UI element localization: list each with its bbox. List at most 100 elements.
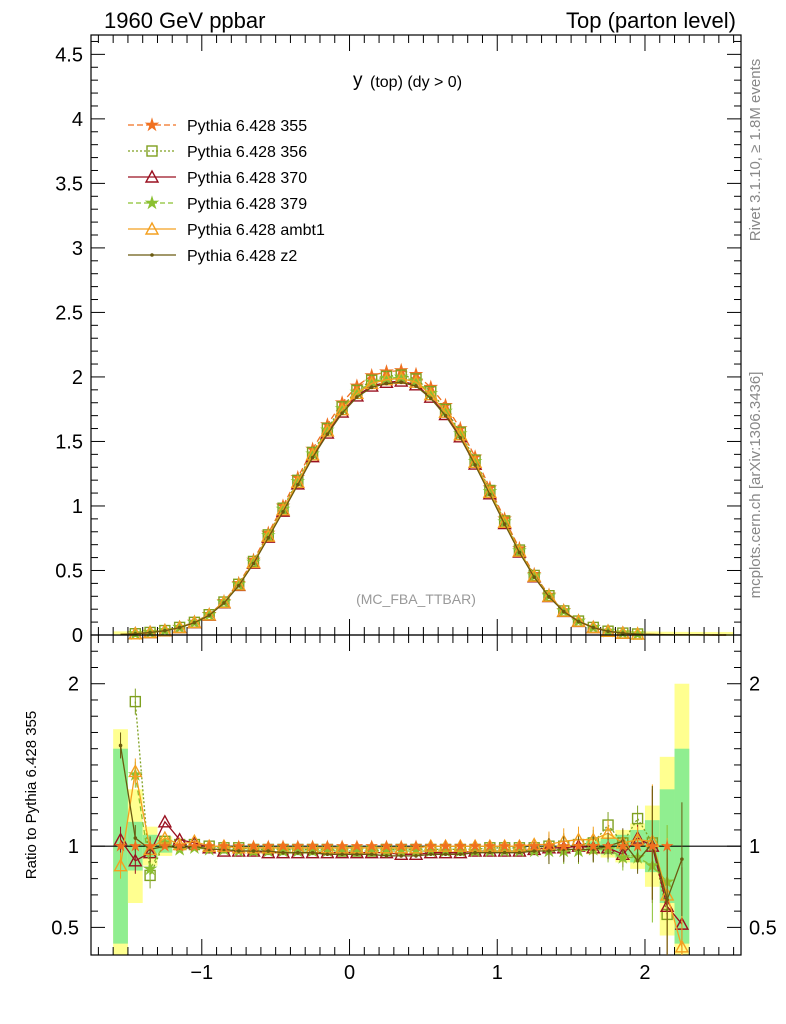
square-marker bbox=[146, 145, 158, 157]
star-marker bbox=[173, 839, 187, 852]
dot-marker bbox=[621, 631, 625, 635]
star-marker bbox=[142, 861, 158, 876]
header-right: Top (parton level) bbox=[566, 8, 736, 33]
star-marker bbox=[408, 373, 424, 388]
star-marker bbox=[660, 839, 674, 852]
star-marker bbox=[247, 839, 260, 852]
ratio-y-tick-label: 1 bbox=[68, 836, 79, 858]
dot-marker bbox=[591, 625, 596, 630]
dot-marker bbox=[369, 385, 374, 390]
dot-marker bbox=[561, 609, 566, 614]
star-marker bbox=[143, 839, 157, 852]
dot-marker bbox=[296, 482, 300, 487]
triangle-marker bbox=[231, 577, 246, 591]
dot-marker bbox=[355, 395, 359, 399]
y-tick-label: 1.5 bbox=[55, 431, 83, 453]
triangle-marker bbox=[556, 603, 571, 617]
star-marker bbox=[527, 839, 541, 852]
dot-marker bbox=[399, 854, 404, 858]
legend: Pythia 6.428 355 Pythia 6.428 356 Pythia 6… bbox=[128, 117, 325, 265]
triangle-marker bbox=[541, 588, 557, 602]
star-marker bbox=[335, 839, 349, 852]
dot-marker bbox=[443, 413, 448, 418]
star-marker bbox=[439, 839, 452, 852]
triangle-marker bbox=[408, 840, 424, 854]
star-marker bbox=[379, 370, 394, 385]
y-tick-label: 3 bbox=[72, 238, 83, 260]
triangle-marker bbox=[674, 939, 690, 953]
star-marker bbox=[616, 839, 630, 852]
triangle-marker bbox=[394, 840, 409, 854]
ratio-ylabel: Ratio to Pythia 6.428 355 bbox=[23, 711, 40, 879]
header-left: 1960 GeV ppbar bbox=[104, 8, 265, 33]
dot-marker bbox=[192, 620, 197, 625]
ratio-series-line bbox=[119, 745, 683, 902]
y-tick-label: 1 bbox=[72, 496, 83, 518]
mcplots-label: mcplots.cern.ch [arXiv:1306.3436] bbox=[747, 372, 764, 599]
dot-marker bbox=[547, 849, 551, 853]
main-series-line bbox=[120, 381, 727, 636]
x-tick-label: 2 bbox=[639, 962, 650, 984]
star-marker bbox=[424, 839, 438, 852]
dot-marker bbox=[458, 436, 463, 440]
star-marker bbox=[232, 839, 246, 852]
y-tick-label: 4.5 bbox=[55, 44, 83, 66]
ratio-series-line bbox=[134, 701, 668, 915]
triangle-marker bbox=[571, 613, 586, 627]
main-uncertainty-band bbox=[113, 631, 128, 636]
dot-marker bbox=[384, 854, 389, 858]
main-panel: 0 0.5 1 1.5 2 2.5 3 3.5 4 4.5 y (top) (dy > 0) (M… bbox=[55, 34, 742, 647]
dot-marker bbox=[369, 852, 374, 857]
dot-marker bbox=[517, 850, 522, 855]
dot-marker bbox=[236, 583, 241, 588]
watermark: (MC_FBA_TTBAR) bbox=[356, 591, 476, 607]
dot-marker bbox=[251, 849, 256, 853]
legend-label: Pythia 6.428 356 bbox=[187, 144, 307, 161]
star-marker bbox=[217, 839, 231, 852]
star-marker bbox=[483, 839, 497, 852]
dot-marker bbox=[296, 850, 300, 855]
dot-marker bbox=[325, 432, 330, 436]
triangle-marker bbox=[275, 502, 291, 516]
triangle-marker bbox=[128, 763, 143, 778]
legend-label: Pythia 6.428 379 bbox=[187, 196, 307, 213]
triangle-marker bbox=[379, 840, 394, 854]
star-marker bbox=[557, 839, 571, 852]
dot-marker bbox=[177, 625, 182, 630]
legend-label: Pythia 6.428 355 bbox=[187, 118, 307, 135]
main-uncertainty-band bbox=[704, 631, 719, 636]
dot-marker bbox=[517, 550, 522, 555]
x-tick-label: 0 bbox=[344, 962, 355, 984]
y-tick-label: 3.5 bbox=[55, 173, 83, 195]
ratio-y-tick-label: 0.5 bbox=[749, 917, 777, 939]
triangle-marker bbox=[467, 454, 483, 468]
star-marker bbox=[498, 839, 512, 852]
x-tick-label: −1 bbox=[190, 962, 213, 984]
ratio-frame bbox=[90, 634, 742, 956]
ratio-series bbox=[113, 688, 690, 955]
dot-marker bbox=[355, 852, 359, 857]
triangle-marker bbox=[128, 853, 143, 867]
ratio-series-line bbox=[134, 774, 668, 883]
chart-title-sub: (top) (dy > 0) bbox=[370, 74, 462, 91]
main-uncertainty-band bbox=[659, 631, 675, 636]
dot-marker bbox=[680, 857, 684, 861]
main-uncertainty-band bbox=[689, 631, 705, 636]
main-uncertainty-band bbox=[644, 631, 660, 636]
star-marker bbox=[202, 839, 216, 852]
star-marker bbox=[114, 839, 127, 852]
dot-marker bbox=[148, 630, 152, 635]
triangle-marker bbox=[246, 554, 261, 569]
dot-marker bbox=[532, 575, 536, 579]
dot-marker bbox=[118, 743, 123, 748]
star-marker bbox=[468, 839, 482, 852]
dot-marker bbox=[473, 850, 477, 855]
dot-marker bbox=[532, 849, 536, 853]
ratio-y-tick-label: 2 bbox=[749, 674, 760, 696]
dot-marker bbox=[384, 381, 389, 386]
triangle-marker bbox=[261, 528, 276, 542]
triangle-marker bbox=[144, 221, 160, 235]
dot-marker bbox=[414, 854, 418, 858]
rivet-label: Rivet 3.1.10, ≥ 1.8M events bbox=[747, 59, 764, 242]
square-marker bbox=[129, 695, 142, 708]
